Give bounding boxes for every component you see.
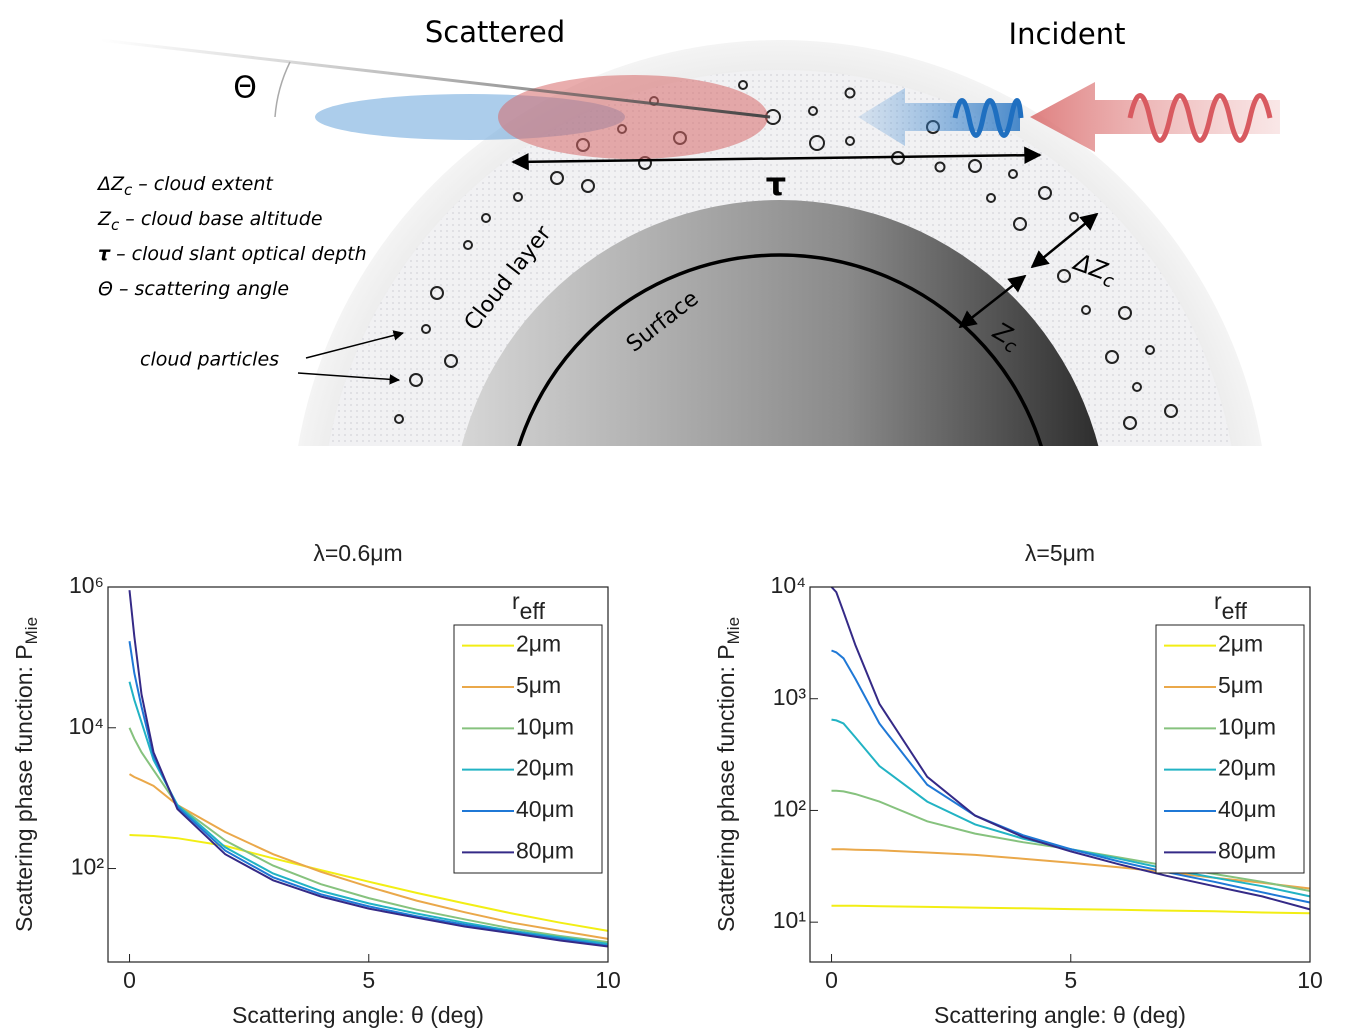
legend-label: 10μm (1218, 713, 1276, 739)
y-tick-label: 10⁴ (69, 713, 104, 739)
symbol: τ (98, 243, 111, 265)
x-tick-label: 5 (362, 967, 375, 993)
legend-label: 2μm (1218, 631, 1263, 657)
y-tick-label: 10⁴ (771, 572, 806, 598)
symbol: ΔZ (96, 173, 125, 195)
y-tick-label: 10⁶ (69, 572, 104, 598)
x-axis-label: Scattering angle: θ (deg) (934, 1002, 1186, 1028)
legend-title: reff (512, 588, 545, 624)
legend-title: reff (1214, 588, 1247, 624)
series-line (129, 834, 609, 932)
axes-frame (809, 586, 1311, 963)
theta-label: Θ (233, 71, 257, 106)
legend-label: 40μm (516, 796, 574, 822)
y-tick-label: 10² (773, 796, 807, 822)
series-line (128, 727, 609, 944)
legend-label: 20μm (516, 755, 574, 781)
legend-box (1155, 624, 1305, 874)
axes-frame (107, 586, 609, 963)
legend-box (453, 624, 603, 874)
incident-arrow (1030, 82, 1280, 152)
legend-label: 5μm (1218, 672, 1263, 698)
definition-text: – cloud base altitude (125, 208, 322, 230)
surface-line (517, 253, 1043, 446)
definition: Zc – cloud base altitude (97, 208, 323, 234)
definition: τ – cloud slant optical depth (98, 243, 367, 265)
pointer (297, 372, 401, 385)
x-tick-label: 10 (1297, 967, 1323, 993)
series-line (128, 641, 609, 947)
legend-label: 2μm (516, 631, 561, 657)
chart-title: λ=0.6μm (313, 540, 402, 566)
legend-label: 20μm (1218, 755, 1276, 781)
legend-title-sub: eff (1222, 598, 1248, 624)
x-tick-label: 10 (595, 967, 621, 993)
series-line (830, 586, 1311, 911)
series-line (831, 718, 1311, 898)
definition-text: – cloud extent (138, 173, 274, 195)
legend-label: 80μm (1218, 837, 1276, 863)
scattered-label: Scattered (425, 15, 565, 49)
incident-wave (1127, 93, 1273, 143)
y-axis-label-text: Scattering phase function: P (713, 644, 739, 932)
definition-text: – cloud slant optical depth (116, 243, 367, 265)
tau-label: τ (766, 165, 786, 203)
series-line (128, 681, 609, 945)
y-tick-label: 10¹ (773, 907, 807, 933)
y-axis-label-sub: Mie (724, 617, 743, 644)
tau-arrow (511, 146, 1042, 171)
x-tick-label: 0 (123, 967, 136, 993)
scatter-ray (99, 38, 771, 119)
x-tick-label: 5 (1064, 967, 1077, 993)
series-line (128, 773, 609, 940)
y-tick-label: 10² (71, 854, 105, 880)
subscript: c (124, 181, 133, 199)
particles-label: cloud particles (140, 349, 279, 371)
x-axis-label: Scattering angle: θ (deg) (232, 1002, 484, 1028)
symbol: Θ (98, 278, 113, 300)
legend-title-sub: eff (520, 598, 546, 624)
scattered-arrow (858, 88, 1020, 146)
x-tick-label: 0 (825, 967, 838, 993)
series-line (128, 590, 609, 948)
y-axis-label-sub: Mie (22, 617, 41, 644)
diagram: Scattered Incident Θ τ Cloud layer Surfa… (96, 15, 1280, 446)
chart-title: λ=5μm (1025, 540, 1095, 566)
legend-label: 10μm (516, 713, 574, 739)
zc-arrow (958, 274, 1027, 329)
symbol: Z (97, 208, 112, 230)
y-axis-label: Scattering phase function: PMie (11, 617, 41, 932)
dzc-arrow (1030, 212, 1099, 269)
charts: 10² 10⁴ 10⁶ 0 5 10 λ=0.6μm Scattering angle: θ … (11, 540, 1323, 1028)
definition-text: – scattering angle (119, 278, 289, 300)
definition: ΔZc – cloud extent (96, 173, 274, 199)
y-tick-label: 10³ (773, 684, 807, 710)
pointer (305, 330, 405, 359)
legend-label: 40μm (1218, 796, 1276, 822)
legend-label: 5μm (516, 672, 561, 698)
angle-arc (274, 61, 291, 118)
subscript: c (111, 216, 120, 234)
legend-title-text: r (1214, 588, 1222, 614)
y-axis-label: Scattering phase function: PMie (713, 617, 743, 932)
scattered-wave (952, 98, 1024, 138)
incident-label: Incident (1009, 17, 1126, 51)
sphere (461, 200, 1099, 446)
y-axis-label-text: Scattering phase function: P (11, 644, 37, 932)
legend-label: 80μm (516, 837, 574, 863)
series-line (831, 904, 1311, 915)
definition: Θ – scattering angle (98, 278, 289, 300)
legend-title-text: r (512, 588, 520, 614)
